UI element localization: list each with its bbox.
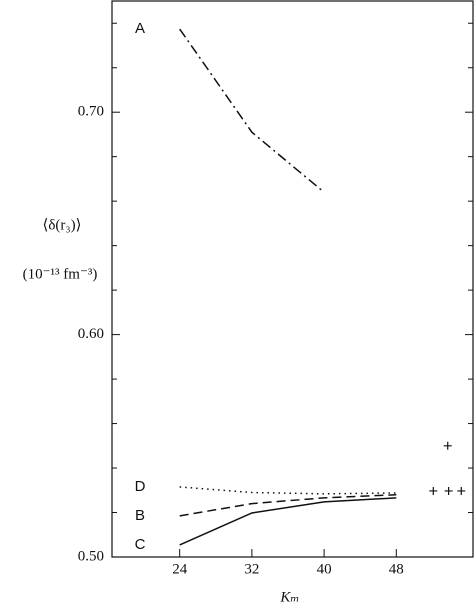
plus-marker: [457, 486, 466, 495]
x-tick-label: 24: [172, 561, 188, 577]
x-axis-label: Kₘ: [279, 589, 299, 605]
series-line: [179, 497, 397, 546]
y-tick-label: 0.70: [78, 104, 104, 120]
series-line: [179, 493, 397, 517]
series-label: A: [135, 20, 145, 37]
series-label: D: [135, 478, 146, 495]
plus-marker: [443, 441, 452, 450]
plus-marker: [444, 486, 453, 495]
plot-frame: [111, 0, 474, 558]
series-label: B: [135, 507, 145, 524]
series-label: C: [135, 536, 146, 553]
series-line: [179, 486, 397, 495]
y-axis-label: ⟨δ(r₃)⟩: [43, 217, 82, 233]
y-tick-label: 0.50: [78, 548, 104, 564]
x-tick-label: 32: [244, 561, 259, 577]
plus-marker: [429, 486, 438, 495]
x-tick-label: 40: [317, 561, 332, 577]
y-axis-unit: (10⁻¹³ fm⁻³): [23, 266, 98, 282]
x-tick-label: 48: [389, 561, 404, 577]
y-tick-label: 0.60: [78, 326, 104, 342]
series-line: [179, 28, 325, 193]
